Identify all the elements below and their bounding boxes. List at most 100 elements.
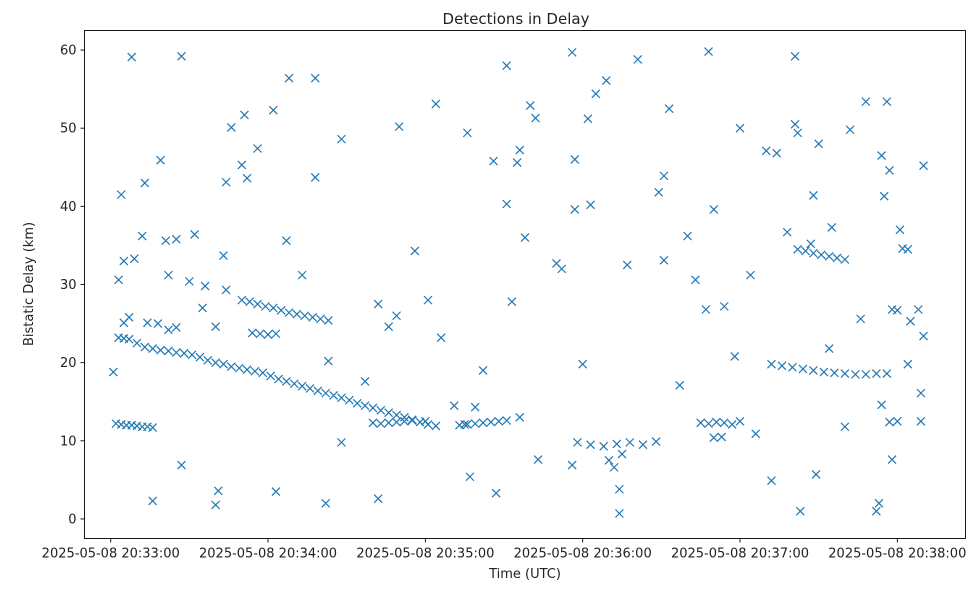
y-tick-label: 40 [60,200,77,215]
data-point [871,369,881,379]
data-point [903,359,913,369]
plot-frame [84,30,966,539]
data-point [423,295,433,305]
data-point [323,316,333,325]
data-point [163,270,173,280]
data-point [882,369,892,379]
data-point [211,358,221,368]
data-point [489,156,498,166]
data-point [399,412,409,422]
data-point [486,417,496,427]
data-point [557,264,567,274]
data-point [200,281,210,291]
data-point [622,260,632,270]
data-point [281,236,291,246]
data-point [567,47,577,57]
data-point [143,318,152,328]
data-point [711,417,721,427]
data-point [531,113,540,123]
data-point [384,322,394,332]
data-point [919,161,928,171]
data-point [806,239,816,249]
data-point [887,455,897,464]
data-point [274,374,283,384]
data-point [808,248,818,258]
x-axis-ticks: 2025-05-08 20:33:00 2025-05-08 20:34:00 20… [42,538,966,562]
data-point [268,105,278,115]
data-point [407,416,417,425]
data-point [234,363,244,373]
data-point [245,297,255,307]
x-tick-label: 2025-05-08 20:38:00 [828,547,966,562]
data-point [788,362,797,372]
data-point [392,417,401,427]
data-point [675,380,685,390]
data-point [219,251,228,261]
y-tick-label: 0 [68,512,76,527]
data-point [460,419,470,429]
data-point [885,417,894,427]
data-point [124,334,134,344]
data-point [767,476,776,486]
data-point [305,384,315,393]
data-point [119,256,129,266]
data-point [329,391,339,400]
data-point [659,255,669,265]
data-point [271,487,281,497]
data-point [163,325,173,335]
data-point [271,329,281,339]
data-point [633,54,643,64]
data-point [300,311,310,321]
data-point [171,234,181,244]
data-point [116,190,126,200]
data-point [913,305,923,314]
data-point [790,51,800,61]
data-point [845,125,855,135]
data-point [871,506,881,516]
data-point [885,165,894,175]
x-tick-label: 2025-05-08 20:37:00 [671,547,809,562]
data-point [782,227,792,237]
data-point [470,419,480,429]
data-point [337,437,346,447]
data-point [177,51,186,61]
data-point [195,352,205,362]
y-tick-label: 10 [60,434,77,449]
data-point [148,496,158,506]
data-point [436,333,446,343]
data-point [108,367,118,377]
data-point [895,225,905,235]
data-point [310,73,320,83]
data-point [289,379,299,389]
data-point [570,205,580,214]
data-point [211,322,221,332]
data-point [247,328,257,338]
data-point [919,331,928,341]
data-point [384,418,394,428]
data-point [171,348,181,357]
data-point [879,191,889,201]
data-point [268,303,278,313]
data-point [599,441,609,451]
data-point [140,342,150,352]
data-point [819,367,829,377]
data-point [337,393,346,403]
data-point [617,449,627,459]
data-point [153,319,163,329]
data-point [567,460,577,470]
data-point [399,416,409,426]
data-point [746,270,755,280]
data-point [163,346,173,356]
data-point [691,275,700,285]
data-point [114,275,124,285]
data-point [751,429,761,439]
data-point [719,301,729,311]
data-point [840,422,850,432]
data-point [614,484,624,494]
data-point [137,231,147,241]
data-point [811,469,821,479]
data-point [586,200,595,210]
data-point [462,128,472,138]
data-point [242,365,252,375]
data-point [651,437,661,447]
